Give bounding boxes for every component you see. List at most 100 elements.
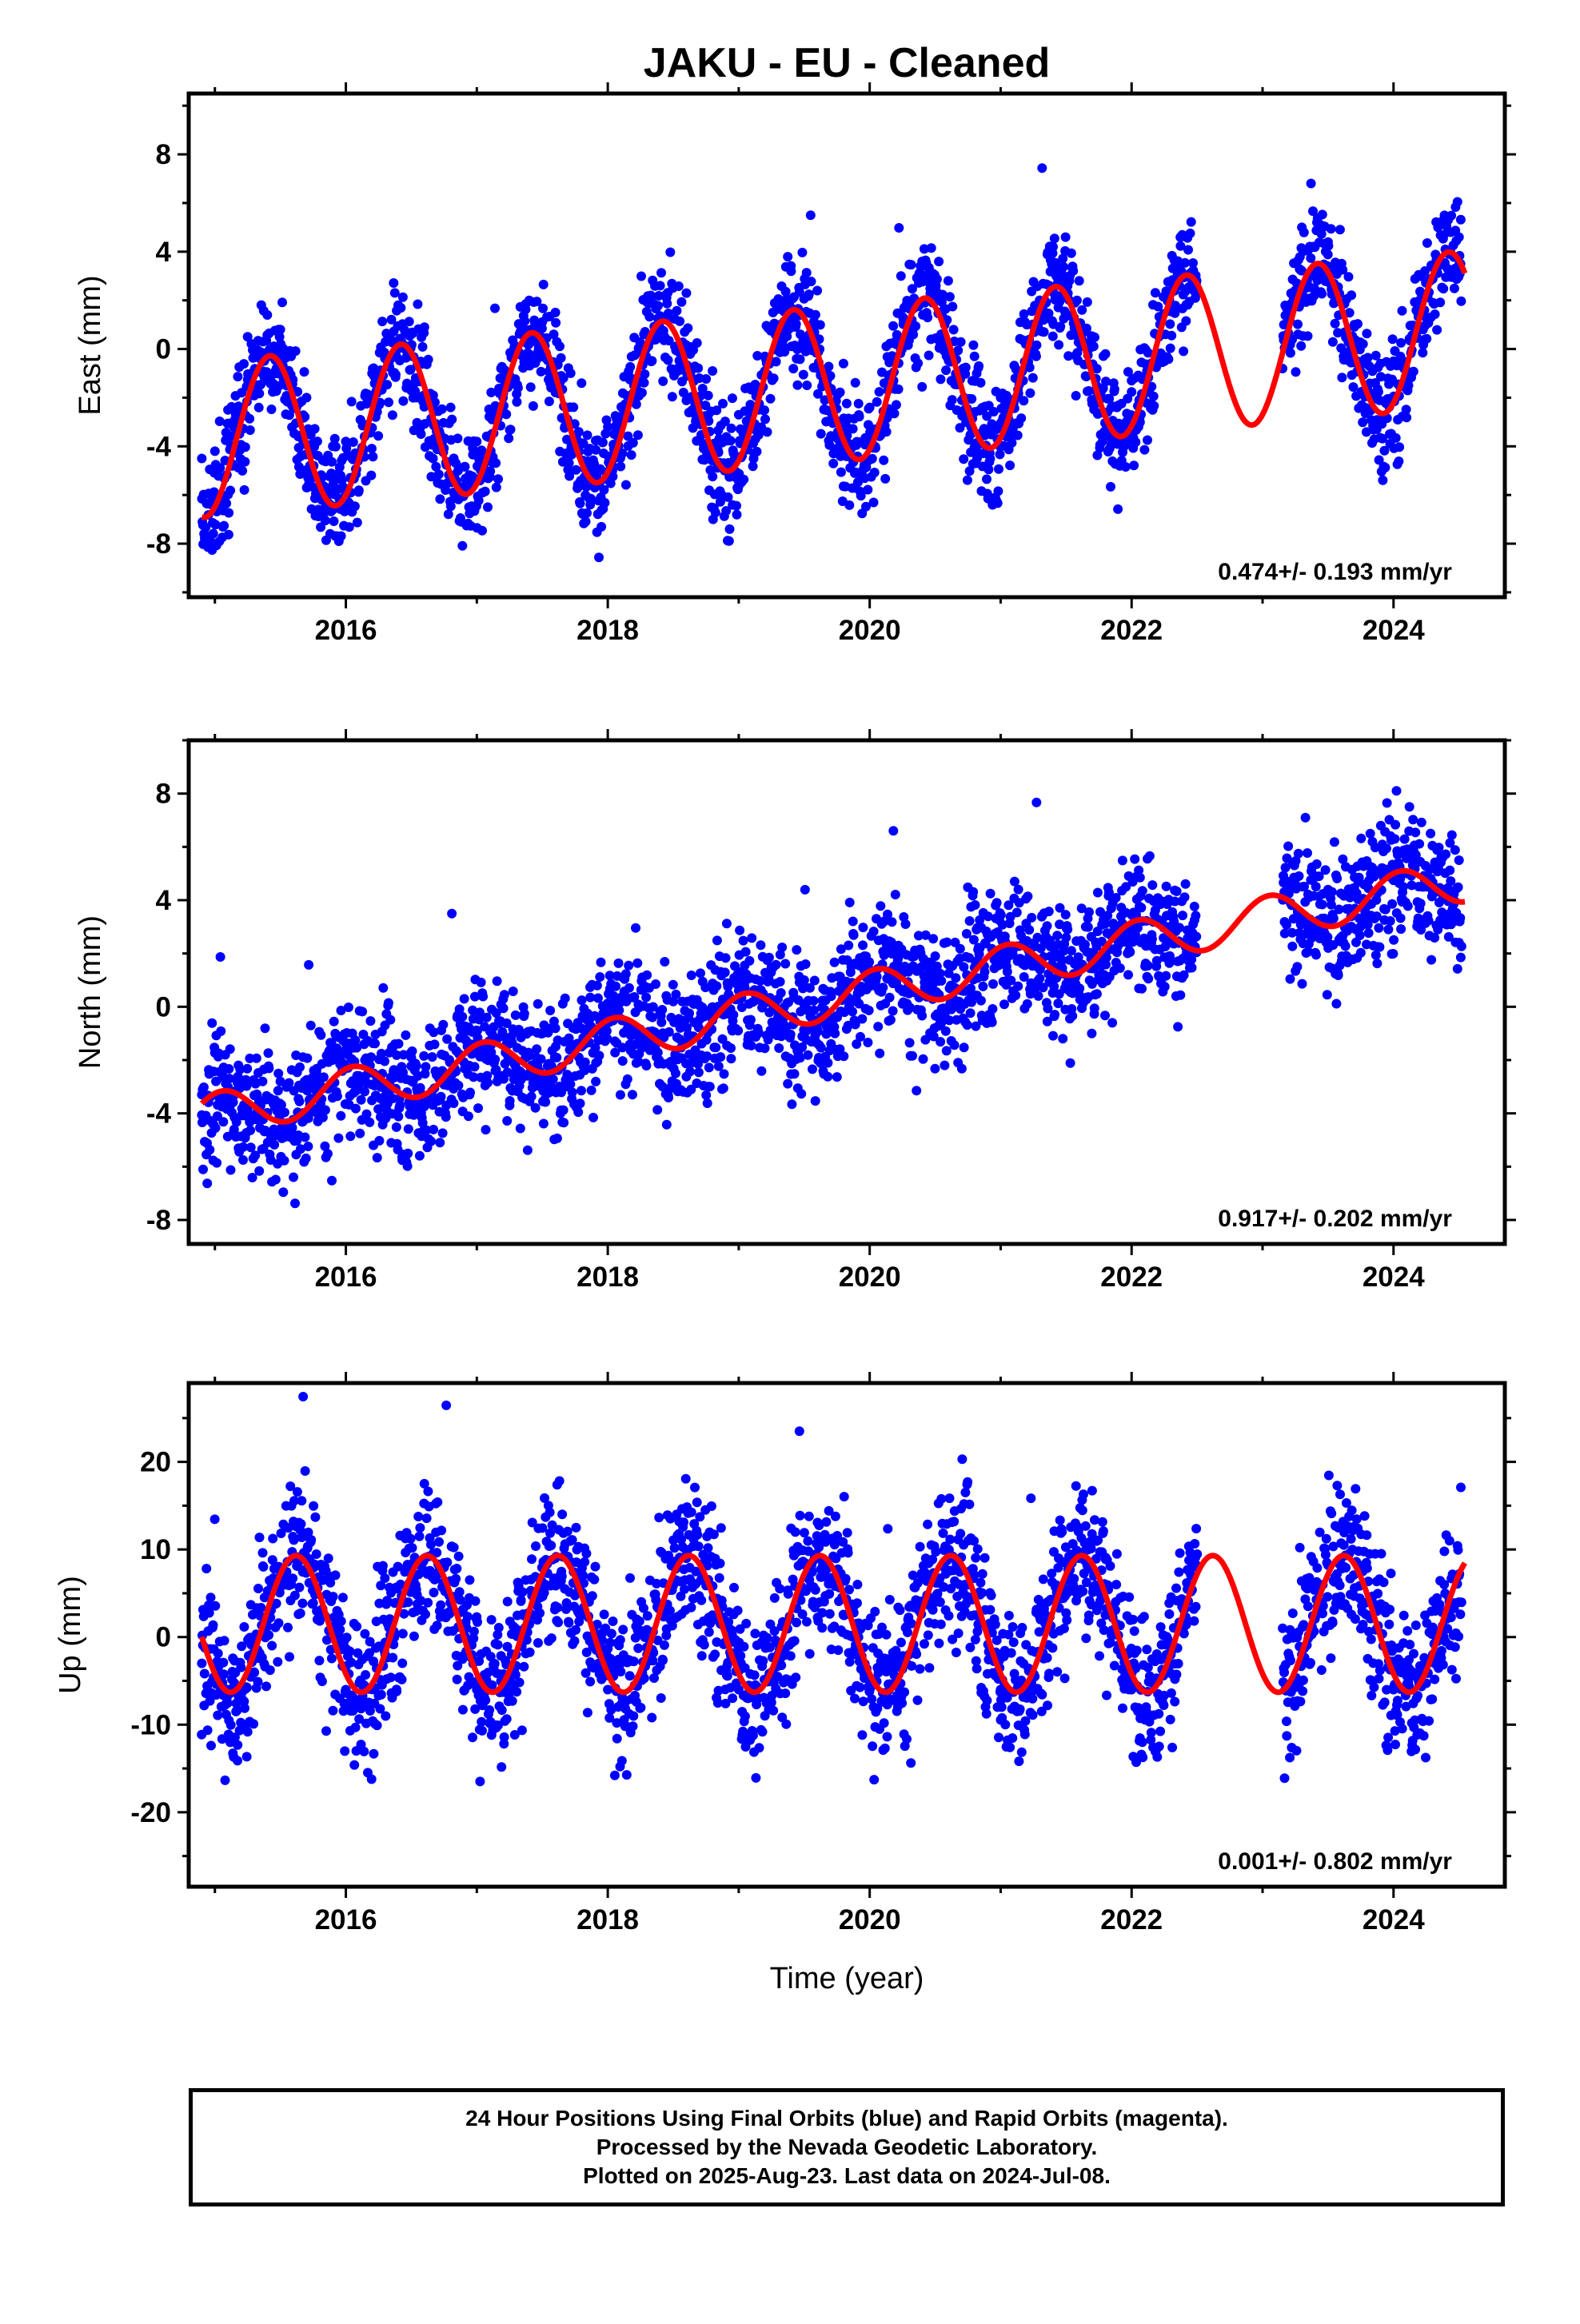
data-point: [951, 973, 960, 983]
data-point: [851, 378, 860, 388]
data-point: [746, 1015, 756, 1025]
data-point: [273, 1069, 283, 1078]
data-point: [373, 431, 383, 440]
data-point: [644, 312, 654, 321]
data-point: [224, 1064, 233, 1074]
data-point: [625, 362, 635, 372]
data-point: [389, 278, 398, 288]
data-point: [257, 1077, 267, 1086]
data-point: [1372, 959, 1382, 968]
data-point: [301, 1466, 310, 1476]
data-point: [1067, 946, 1076, 955]
data-point: [1303, 331, 1313, 341]
data-point: [932, 274, 942, 284]
data-point: [388, 410, 397, 420]
data-point: [923, 313, 932, 322]
data-point: [687, 971, 696, 980]
data-point: [261, 1681, 271, 1691]
data-point: [273, 1657, 282, 1667]
data-point: [264, 1048, 273, 1058]
data-point: [708, 366, 717, 376]
data-point: [271, 1175, 281, 1185]
data-point: [1162, 882, 1171, 891]
data-point: [760, 1043, 770, 1053]
data-point: [863, 485, 872, 495]
data-point: [406, 1053, 416, 1062]
data-point: [747, 933, 756, 943]
data-point: [520, 1009, 529, 1018]
data-point: [1107, 1018, 1117, 1027]
data-point: [566, 369, 576, 378]
data-point: [1450, 284, 1459, 293]
data-point: [1318, 899, 1327, 909]
data-point: [797, 248, 807, 257]
data-point: [395, 1101, 405, 1110]
data-point: [1121, 462, 1131, 472]
data-point: [392, 1122, 401, 1132]
data-point: [1190, 902, 1199, 911]
data-point: [598, 438, 608, 448]
data-point: [594, 552, 604, 562]
data-point: [1090, 333, 1099, 342]
data-point: [786, 1030, 796, 1039]
data-point: [513, 383, 523, 393]
data-point: [294, 1583, 304, 1593]
data-point: [561, 994, 570, 1003]
data-point: [623, 1074, 632, 1084]
data-point: [941, 365, 951, 375]
data-point: [1050, 1010, 1059, 1019]
data-point: [565, 1079, 575, 1089]
data-point: [766, 394, 776, 404]
data-point: [970, 352, 980, 361]
data-point: [839, 1051, 848, 1061]
x-tick-label: 2022: [1100, 1262, 1163, 1293]
data-point: [683, 323, 692, 333]
data-point: [533, 999, 543, 1009]
data-point: [351, 1104, 361, 1114]
data-point: [394, 1039, 404, 1049]
data-point: [382, 380, 392, 389]
data-point: [298, 1392, 308, 1401]
data-point: [457, 1012, 467, 1022]
data-point: [1127, 387, 1136, 397]
data-point: [676, 297, 686, 307]
data-point: [316, 1030, 325, 1040]
data-point: [744, 956, 754, 966]
data-point: [892, 400, 901, 409]
data-point: [1143, 436, 1152, 445]
data-point: [333, 1091, 342, 1101]
data-point: [1143, 961, 1153, 971]
data-point: [614, 959, 624, 968]
data-point: [694, 1067, 704, 1077]
data-point: [200, 1669, 209, 1679]
data-point: [384, 397, 393, 407]
data-point: [233, 1740, 242, 1750]
data-point: [442, 1034, 452, 1044]
data-point: [674, 281, 684, 291]
data-point: [792, 319, 801, 329]
data-point: [830, 958, 840, 967]
data-point: [855, 412, 864, 421]
data-point: [823, 1072, 832, 1082]
data-point: [1175, 991, 1185, 1000]
data-point: [1327, 224, 1336, 233]
data-point: [1061, 933, 1071, 943]
data-point: [1039, 327, 1049, 337]
data-point: [960, 1042, 969, 1052]
data-point: [633, 430, 643, 440]
data-point: [1145, 851, 1155, 861]
data-point: [901, 919, 911, 929]
data-point: [438, 1020, 448, 1030]
data-point: [1382, 843, 1391, 853]
data-point: [641, 1061, 651, 1070]
data-point: [219, 1669, 229, 1679]
data-point: [804, 289, 814, 299]
data-point: [594, 1050, 604, 1060]
data-point: [786, 266, 796, 276]
data-point: [1048, 332, 1058, 341]
data-point: [1434, 843, 1444, 852]
data-point: [812, 286, 822, 296]
data-point: [571, 465, 581, 475]
data-point: [220, 1636, 229, 1645]
data-point: [538, 304, 548, 313]
